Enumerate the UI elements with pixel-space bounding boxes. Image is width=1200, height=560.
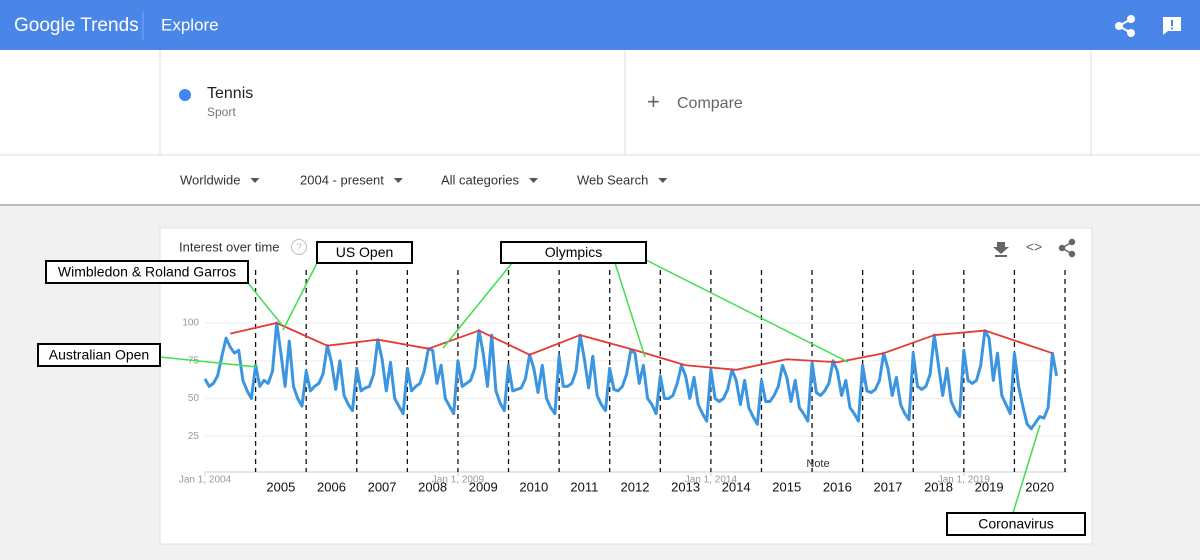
x-tick-label: Jan 1, 2004 (179, 475, 232, 486)
help-icon[interactable] (291, 239, 307, 255)
year-label: 2006 (317, 479, 346, 494)
year-label: 2017 (873, 479, 902, 494)
callout-line (159, 356, 259, 368)
section-title: Explore (161, 15, 219, 34)
x-tick-label: Jan 1, 2009 (432, 475, 485, 486)
help-mark: ? (296, 243, 302, 254)
dropdown-arrow (529, 178, 539, 183)
year-label: 2010 (519, 479, 548, 494)
y-tick-label: 100 (182, 318, 199, 329)
year-label: 2012 (621, 479, 650, 494)
callout-box (316, 241, 413, 264)
callout-line (645, 259, 849, 363)
callout-line (282, 262, 318, 331)
chart-card (159, 227, 1093, 545)
trend-line (203, 321, 1059, 431)
year-label: 2020 (1025, 479, 1054, 494)
embed-icon[interactable]: <> (1026, 239, 1042, 255)
filter[interactable]: Worldwide (180, 172, 240, 187)
y-tick-label: 25 (188, 431, 200, 442)
callout-label: Wimbledon & Roland Garros (58, 264, 236, 280)
x-tick-label: Jan 1, 2014 (685, 475, 738, 486)
year-label: 2007 (368, 479, 397, 494)
peak-line (230, 322, 1053, 371)
year-label: 2015 (772, 479, 801, 494)
callout-box (45, 260, 249, 284)
callout-label: Australian Open (49, 347, 149, 363)
top-bar (0, 0, 1200, 50)
x-tick-label: Jan 1, 2019 (938, 475, 991, 486)
term-type: Sport (207, 105, 236, 119)
callout-box (37, 343, 161, 367)
year-label: 2016 (823, 479, 852, 494)
download-icon[interactable] (993, 241, 1009, 257)
year-label: 2018 (924, 479, 953, 494)
feedback-icon[interactable] (1163, 17, 1181, 35)
filter[interactable]: All categories (441, 172, 520, 187)
callout-line (1012, 424, 1041, 514)
callout-label: Coronavirus (978, 516, 1053, 532)
callout-line (247, 282, 283, 326)
year-label: 2014 (722, 479, 751, 494)
callout-label: US Open (336, 244, 394, 260)
callout-line (614, 262, 646, 358)
logo[interactable]: Google Trends (14, 15, 139, 36)
term-dot (179, 89, 191, 101)
search-panel (0, 50, 1200, 205)
plus-icon[interactable]: + (647, 89, 660, 114)
card-share-icon[interactable] (1058, 238, 1076, 258)
card-title: Interest over time (179, 239, 279, 254)
note[interactable]: Note (806, 458, 829, 470)
share-icon[interactable] (1115, 15, 1135, 37)
search-term[interactable]: Tennis (207, 85, 253, 102)
y-tick-label: 50 (188, 393, 200, 404)
year-label: 2005 (266, 479, 295, 494)
callout-line (442, 262, 513, 349)
callout-label: Olympics (545, 244, 603, 260)
filter[interactable]: 2004 - present (300, 172, 384, 187)
year-label: 2008 (418, 479, 447, 494)
compare[interactable]: Compare (677, 95, 743, 112)
dropdown-arrow (250, 178, 260, 183)
year-label: 2019 (975, 479, 1004, 494)
dropdown-arrow (393, 178, 403, 183)
dropdown-arrow (658, 178, 668, 183)
year-label: 2013 (671, 479, 700, 494)
year-label: 2011 (570, 479, 598, 494)
year-label: 2009 (469, 479, 498, 494)
callout-box (500, 241, 647, 264)
filter[interactable]: Web Search (577, 172, 648, 187)
callout-box (946, 512, 1086, 536)
